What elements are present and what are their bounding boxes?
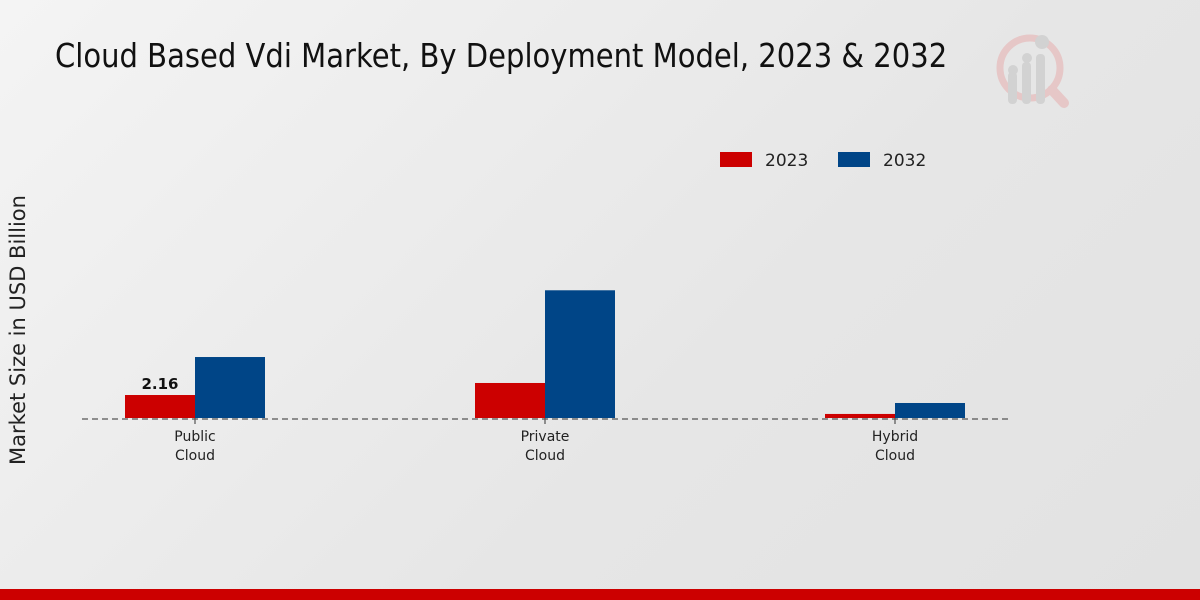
legend-label-2032: 2032 <box>883 151 926 171</box>
x-tick-label: Cloud <box>175 448 215 464</box>
bar-2023-1 <box>475 382 545 418</box>
x-tick-label: Private <box>521 429 570 445</box>
x-tick-label: Cloud <box>525 448 565 464</box>
x-tick-label: Hybrid <box>872 429 918 445</box>
bar-2032-2 <box>895 402 965 418</box>
chart-title: Cloud Based Vdi Market, By Deployment Mo… <box>55 36 948 75</box>
x-tick-label: Cloud <box>875 448 915 464</box>
bar-2032-0 <box>195 357 265 418</box>
data-label: 2.16 <box>141 375 178 393</box>
footer-bar <box>0 589 1200 600</box>
bar-2023-0 <box>125 395 195 418</box>
bar-2032-1 <box>545 290 615 418</box>
legend-swatch-2023 <box>720 152 752 167</box>
legend-label-2023: 2023 <box>765 151 808 171</box>
bar-2023-2 <box>825 413 895 418</box>
x-tick-label: Public <box>174 429 215 445</box>
legend-swatch-2032 <box>838 152 870 167</box>
